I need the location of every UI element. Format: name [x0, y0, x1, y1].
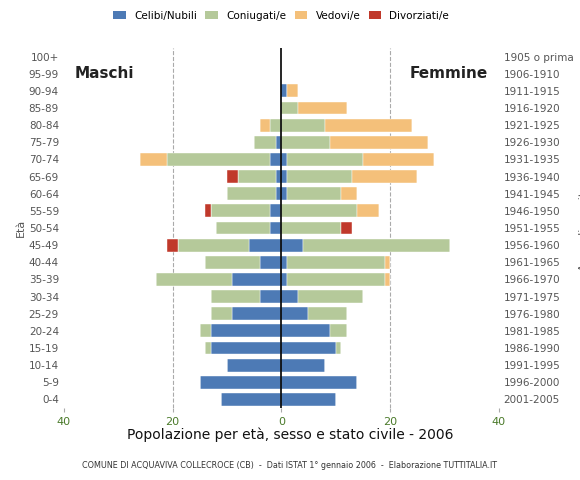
Bar	[298, 290, 363, 303]
Bar	[233, 273, 281, 286]
Bar	[336, 342, 341, 354]
Bar	[287, 153, 363, 166]
Text: Maschi: Maschi	[75, 66, 134, 81]
Bar	[281, 170, 287, 183]
Bar	[260, 290, 281, 303]
Bar	[281, 273, 287, 286]
Bar	[281, 376, 357, 389]
Bar	[287, 170, 352, 183]
Bar	[211, 204, 270, 217]
Y-axis label: Anno di nascita: Anno di nascita	[579, 185, 580, 271]
Bar	[200, 324, 211, 337]
Bar	[309, 307, 347, 320]
Bar	[260, 119, 270, 132]
Bar	[357, 204, 379, 217]
Bar	[211, 324, 281, 337]
Bar	[363, 153, 434, 166]
Bar	[270, 204, 281, 217]
Bar	[227, 187, 276, 200]
Bar	[222, 393, 281, 406]
Bar	[303, 239, 450, 252]
Bar	[270, 153, 281, 166]
Bar	[260, 256, 281, 269]
Bar	[178, 239, 249, 252]
Bar	[287, 273, 385, 286]
Bar	[281, 239, 303, 252]
Bar	[254, 136, 276, 149]
Bar	[281, 359, 325, 372]
Text: Femmine: Femmine	[409, 66, 488, 81]
Bar	[227, 359, 281, 372]
Bar	[205, 342, 211, 354]
Bar	[385, 256, 390, 269]
Bar	[211, 290, 260, 303]
Bar	[281, 393, 336, 406]
Bar	[167, 239, 178, 252]
Bar	[352, 170, 417, 183]
Bar	[276, 170, 281, 183]
Bar	[281, 204, 357, 217]
Bar	[287, 84, 298, 97]
Bar	[341, 222, 352, 234]
Bar	[281, 324, 330, 337]
Bar	[205, 256, 260, 269]
Bar	[216, 222, 270, 234]
Bar	[281, 222, 341, 234]
Bar	[330, 324, 347, 337]
Bar	[287, 256, 385, 269]
Bar	[281, 256, 287, 269]
Text: COMUNE DI ACQUAVIVA COLLECROCE (CB)  -  Dati ISTAT 1° gennaio 2006  -  Elaborazi: COMUNE DI ACQUAVIVA COLLECROCE (CB) - Da…	[82, 461, 498, 470]
Bar	[341, 187, 357, 200]
Bar	[281, 290, 298, 303]
Bar	[281, 187, 287, 200]
Bar	[298, 102, 347, 114]
Bar	[140, 153, 167, 166]
Bar	[281, 136, 330, 149]
Bar	[385, 273, 390, 286]
Bar	[287, 187, 341, 200]
Bar	[270, 119, 281, 132]
Bar	[281, 342, 336, 354]
Bar	[167, 153, 270, 166]
Bar	[276, 187, 281, 200]
Bar	[227, 170, 238, 183]
Bar	[325, 119, 412, 132]
Bar	[205, 204, 211, 217]
Bar	[249, 239, 281, 252]
Bar	[281, 307, 309, 320]
Bar	[156, 273, 233, 286]
Bar	[200, 376, 281, 389]
Bar	[281, 102, 298, 114]
Bar	[270, 222, 281, 234]
Legend: Celibi/Nubili, Coniugati/e, Vedovi/e, Divorziati/e: Celibi/Nubili, Coniugati/e, Vedovi/e, Di…	[109, 6, 454, 25]
Bar	[211, 342, 281, 354]
Bar	[281, 119, 325, 132]
Bar	[330, 136, 428, 149]
Bar	[238, 170, 276, 183]
Text: Popolazione per età, sesso e stato civile - 2006: Popolazione per età, sesso e stato civil…	[127, 428, 453, 442]
Bar	[281, 153, 287, 166]
Y-axis label: Età: Età	[16, 219, 26, 237]
Bar	[233, 307, 281, 320]
Bar	[281, 84, 287, 97]
Bar	[211, 307, 233, 320]
Bar	[276, 136, 281, 149]
